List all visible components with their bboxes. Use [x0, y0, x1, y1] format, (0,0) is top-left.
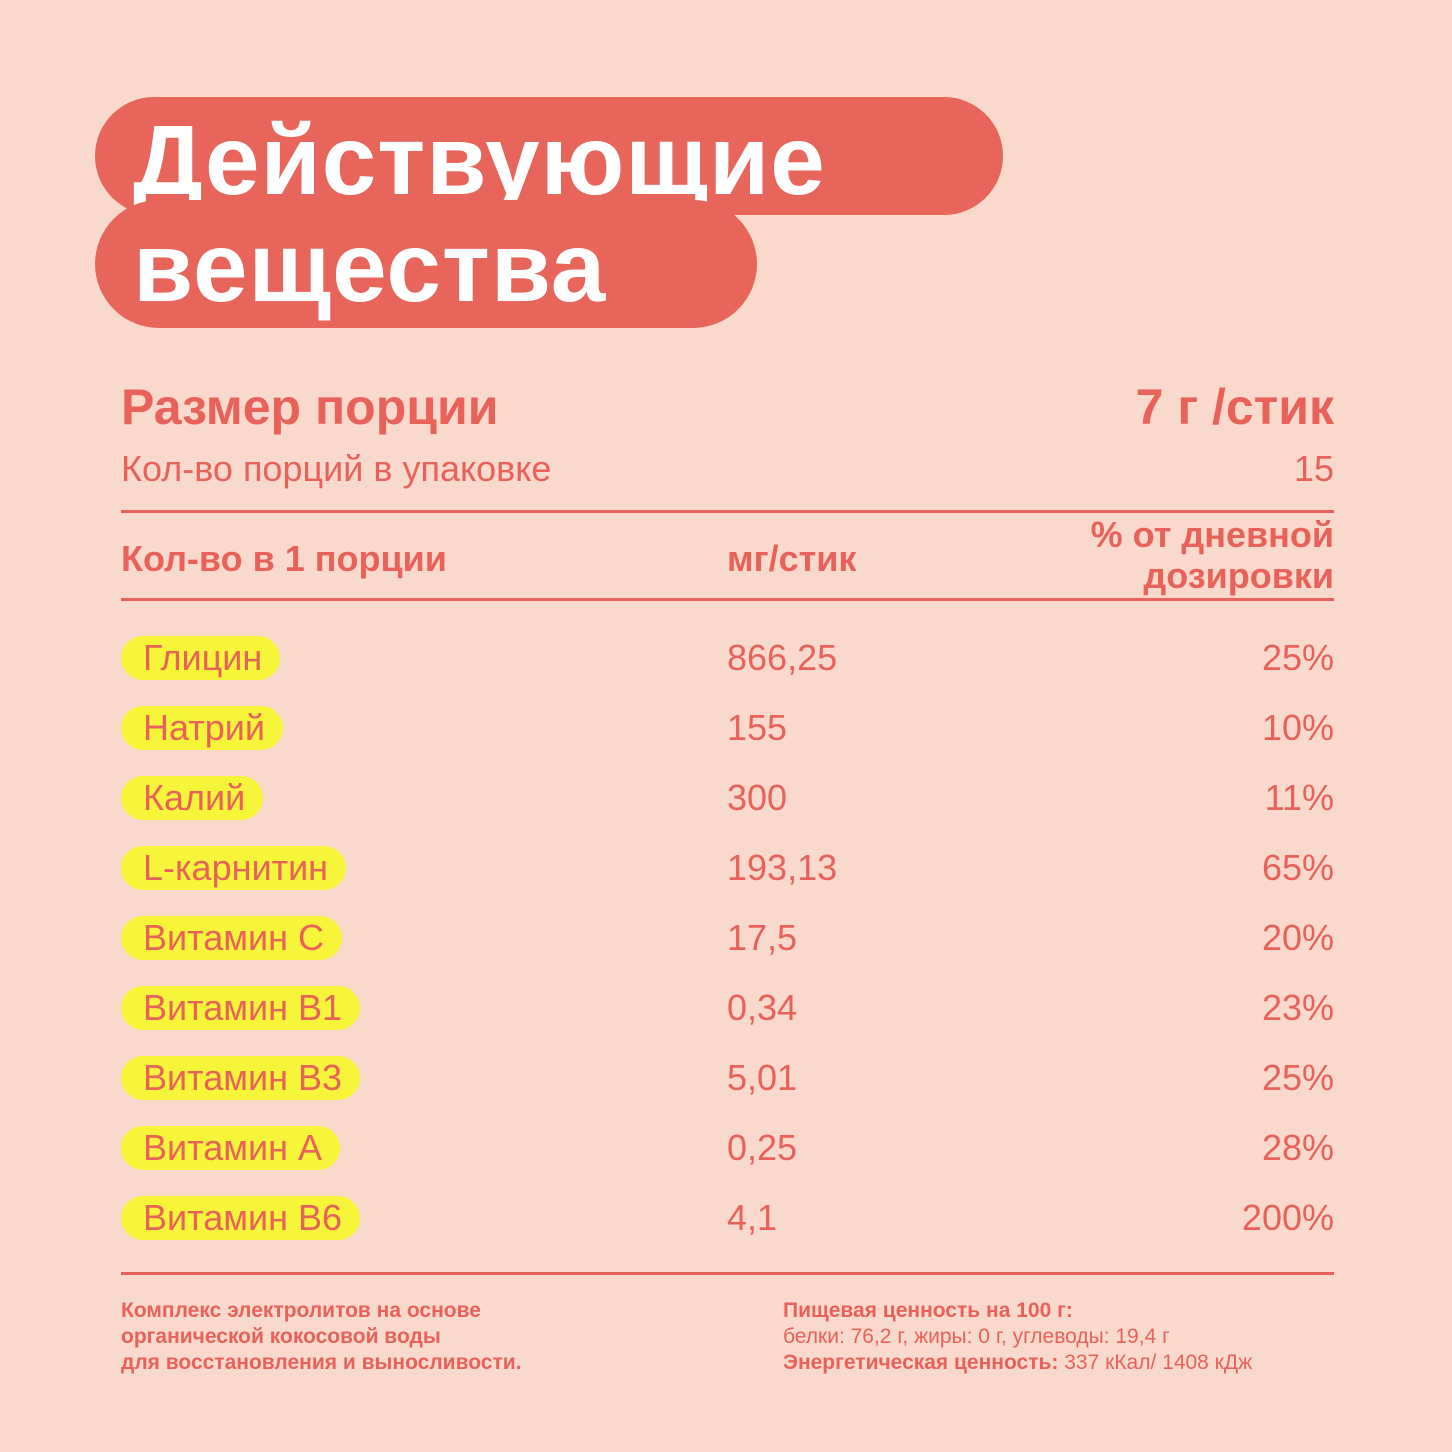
- divider-bottom: [121, 1272, 1334, 1275]
- nutrition-title: Пищевая ценность на 100 г:: [783, 1299, 1073, 1322]
- energy-line: Энергетическая ценность: 337 кКал/ 1408 …: [783, 1350, 1252, 1376]
- ingredient-name: Натрий: [121, 706, 283, 750]
- table-row: Витамин В3 5,01 25%: [121, 1054, 1334, 1104]
- ingredient-mg: 4,1: [727, 1197, 778, 1238]
- ingredient-percent: 65%: [1261, 847, 1334, 888]
- energy-label: Энергетическая ценность:: [783, 1351, 1059, 1374]
- table-row: Натрий 155 10%: [121, 704, 1334, 754]
- ingredient-name: L-карнитин: [121, 846, 347, 890]
- ingredient-percent: 200%: [1241, 1197, 1334, 1238]
- footer-description-line: органической кокосовой воды: [121, 1325, 441, 1348]
- title-line-1: Действующие: [95, 97, 1003, 215]
- ingredient-name: Витамин А: [121, 1126, 340, 1170]
- servings-count-value: 15: [1293, 448, 1334, 489]
- ingredient-mg: 0,25: [727, 1127, 798, 1168]
- ingredient-name: Калий: [121, 776, 264, 820]
- table-row: Витамин С 17,5 20%: [121, 914, 1334, 964]
- ingredient-mg: 866,25: [727, 637, 838, 678]
- portion-size-label: Размер порции: [121, 379, 499, 435]
- footer-description-line: Комплекс электролитов на основе: [121, 1299, 481, 1322]
- ingredient-name: Витамин С: [121, 916, 342, 960]
- portion-size-value: 7 г /стик: [1135, 379, 1334, 435]
- table-row: Глицин 866,25 25%: [121, 634, 1334, 684]
- ingredient-percent: 23%: [1261, 987, 1334, 1028]
- ingredient-name: Витамин В3: [121, 1056, 361, 1100]
- ingredient-percent: 20%: [1261, 917, 1334, 958]
- title-line-2: вещества: [95, 200, 757, 328]
- divider-top: [121, 510, 1334, 513]
- ingredient-mg: 5,01: [727, 1057, 798, 1098]
- ingredient-name: Витамин В1: [121, 986, 361, 1030]
- ingredient-mg: 300: [727, 777, 788, 818]
- header-percent-line2: дозировки: [1143, 555, 1334, 597]
- ingredient-percent: 25%: [1261, 637, 1334, 678]
- divider-header: [121, 598, 1334, 601]
- ingredient-mg: 17,5: [727, 917, 798, 958]
- table-row: Калий 300 11%: [121, 774, 1334, 824]
- header-name: Кол-во в 1 порции: [121, 538, 447, 579]
- footer-description-line: для восстановления и выносливости.: [121, 1351, 522, 1374]
- ingredient-percent: 25%: [1261, 1057, 1334, 1098]
- table-row: Витамин В6 4,1 200%: [121, 1194, 1334, 1244]
- ingredient-mg: 0,34: [727, 987, 798, 1028]
- ingredient-name: Витамин В6: [121, 1196, 361, 1240]
- ingredient-percent: 10%: [1261, 707, 1334, 748]
- servings-count-label: Кол-во порций в упаковке: [121, 448, 552, 489]
- footer-description: Комплекс электролитов на основе органиче…: [121, 1298, 521, 1376]
- ingredient-name: Глицин: [121, 636, 281, 680]
- ingredient-mg: 155: [727, 707, 788, 748]
- header-percent-line1: % от дневной: [1090, 514, 1334, 555]
- header-mg: мг/стик: [727, 538, 857, 579]
- table-row: Витамин В1 0,34 23%: [121, 984, 1334, 1034]
- footer-nutrition: Пищевая ценность на 100 г: белки: 76,2 г…: [783, 1298, 1252, 1376]
- ingredient-percent: 11%: [1264, 777, 1334, 818]
- ingredient-percent: 28%: [1261, 1127, 1334, 1168]
- table-row: L-карнитин 193,13 65%: [121, 844, 1334, 894]
- table-row: Витамин А 0,25 28%: [121, 1124, 1334, 1174]
- energy-value: 337 кКал/ 1408 кДж: [1058, 1351, 1253, 1374]
- ingredient-mg: 193,13: [727, 847, 838, 888]
- nutrition-values: белки: 76,2 г, жиры: 0 г, углеводы: 19,4…: [783, 1325, 1170, 1348]
- header-percent: % от дневной дозировки: [1091, 514, 1334, 597]
